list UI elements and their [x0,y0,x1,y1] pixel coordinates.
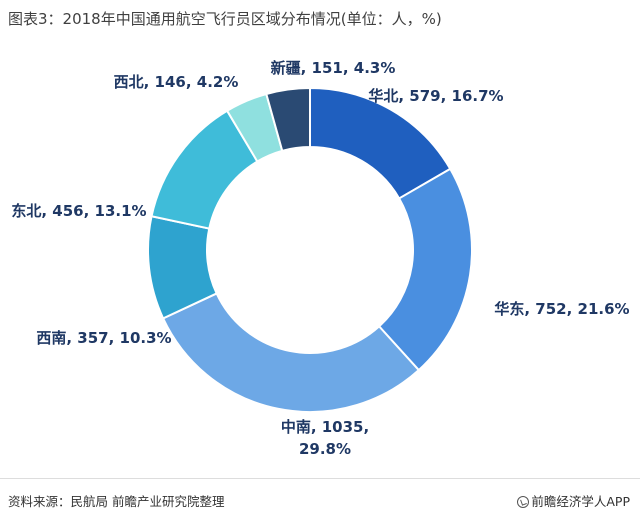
slice-label-东北: 东北, 456, 13.1% [11,202,146,220]
chart-title: 图表3：2018年中国通用航空飞行员区域分布情况(单位：人，%) [8,10,442,28]
slice-华东 [377,167,473,372]
donut-slices [147,86,473,413]
slice-label-西南: 西南, 357, 10.3% [36,329,171,347]
slice-label-华北: 华北, 579, 16.7% [368,87,503,105]
footer: 资料来源：民航局 前瞻产业研究院整理 前瞻经济学人APP [0,478,640,515]
slice-labels: 华北, 579, 16.7% 华东, 752, 21.6% 中南, 1035, 29.… [11,59,629,458]
slice-label-华东: 华东, 752, 21.6% [494,300,629,318]
source-note: 资料来源：民航局 前瞻产业研究院整理 [8,494,225,509]
brand-text: 前瞻经济学人APP [531,494,630,509]
slice-中南 [161,292,421,413]
brand-credit: 前瞻经济学人APP [517,491,630,510]
slice-label-中南: 中南, 1035, 29.8% [281,418,369,458]
brand-icon [517,496,530,508]
slice-label-新疆: 新疆, 151, 4.3% [271,59,396,77]
slice-label-西北: 西北, 146, 4.2% [114,73,239,91]
slice-新疆 [265,86,311,153]
